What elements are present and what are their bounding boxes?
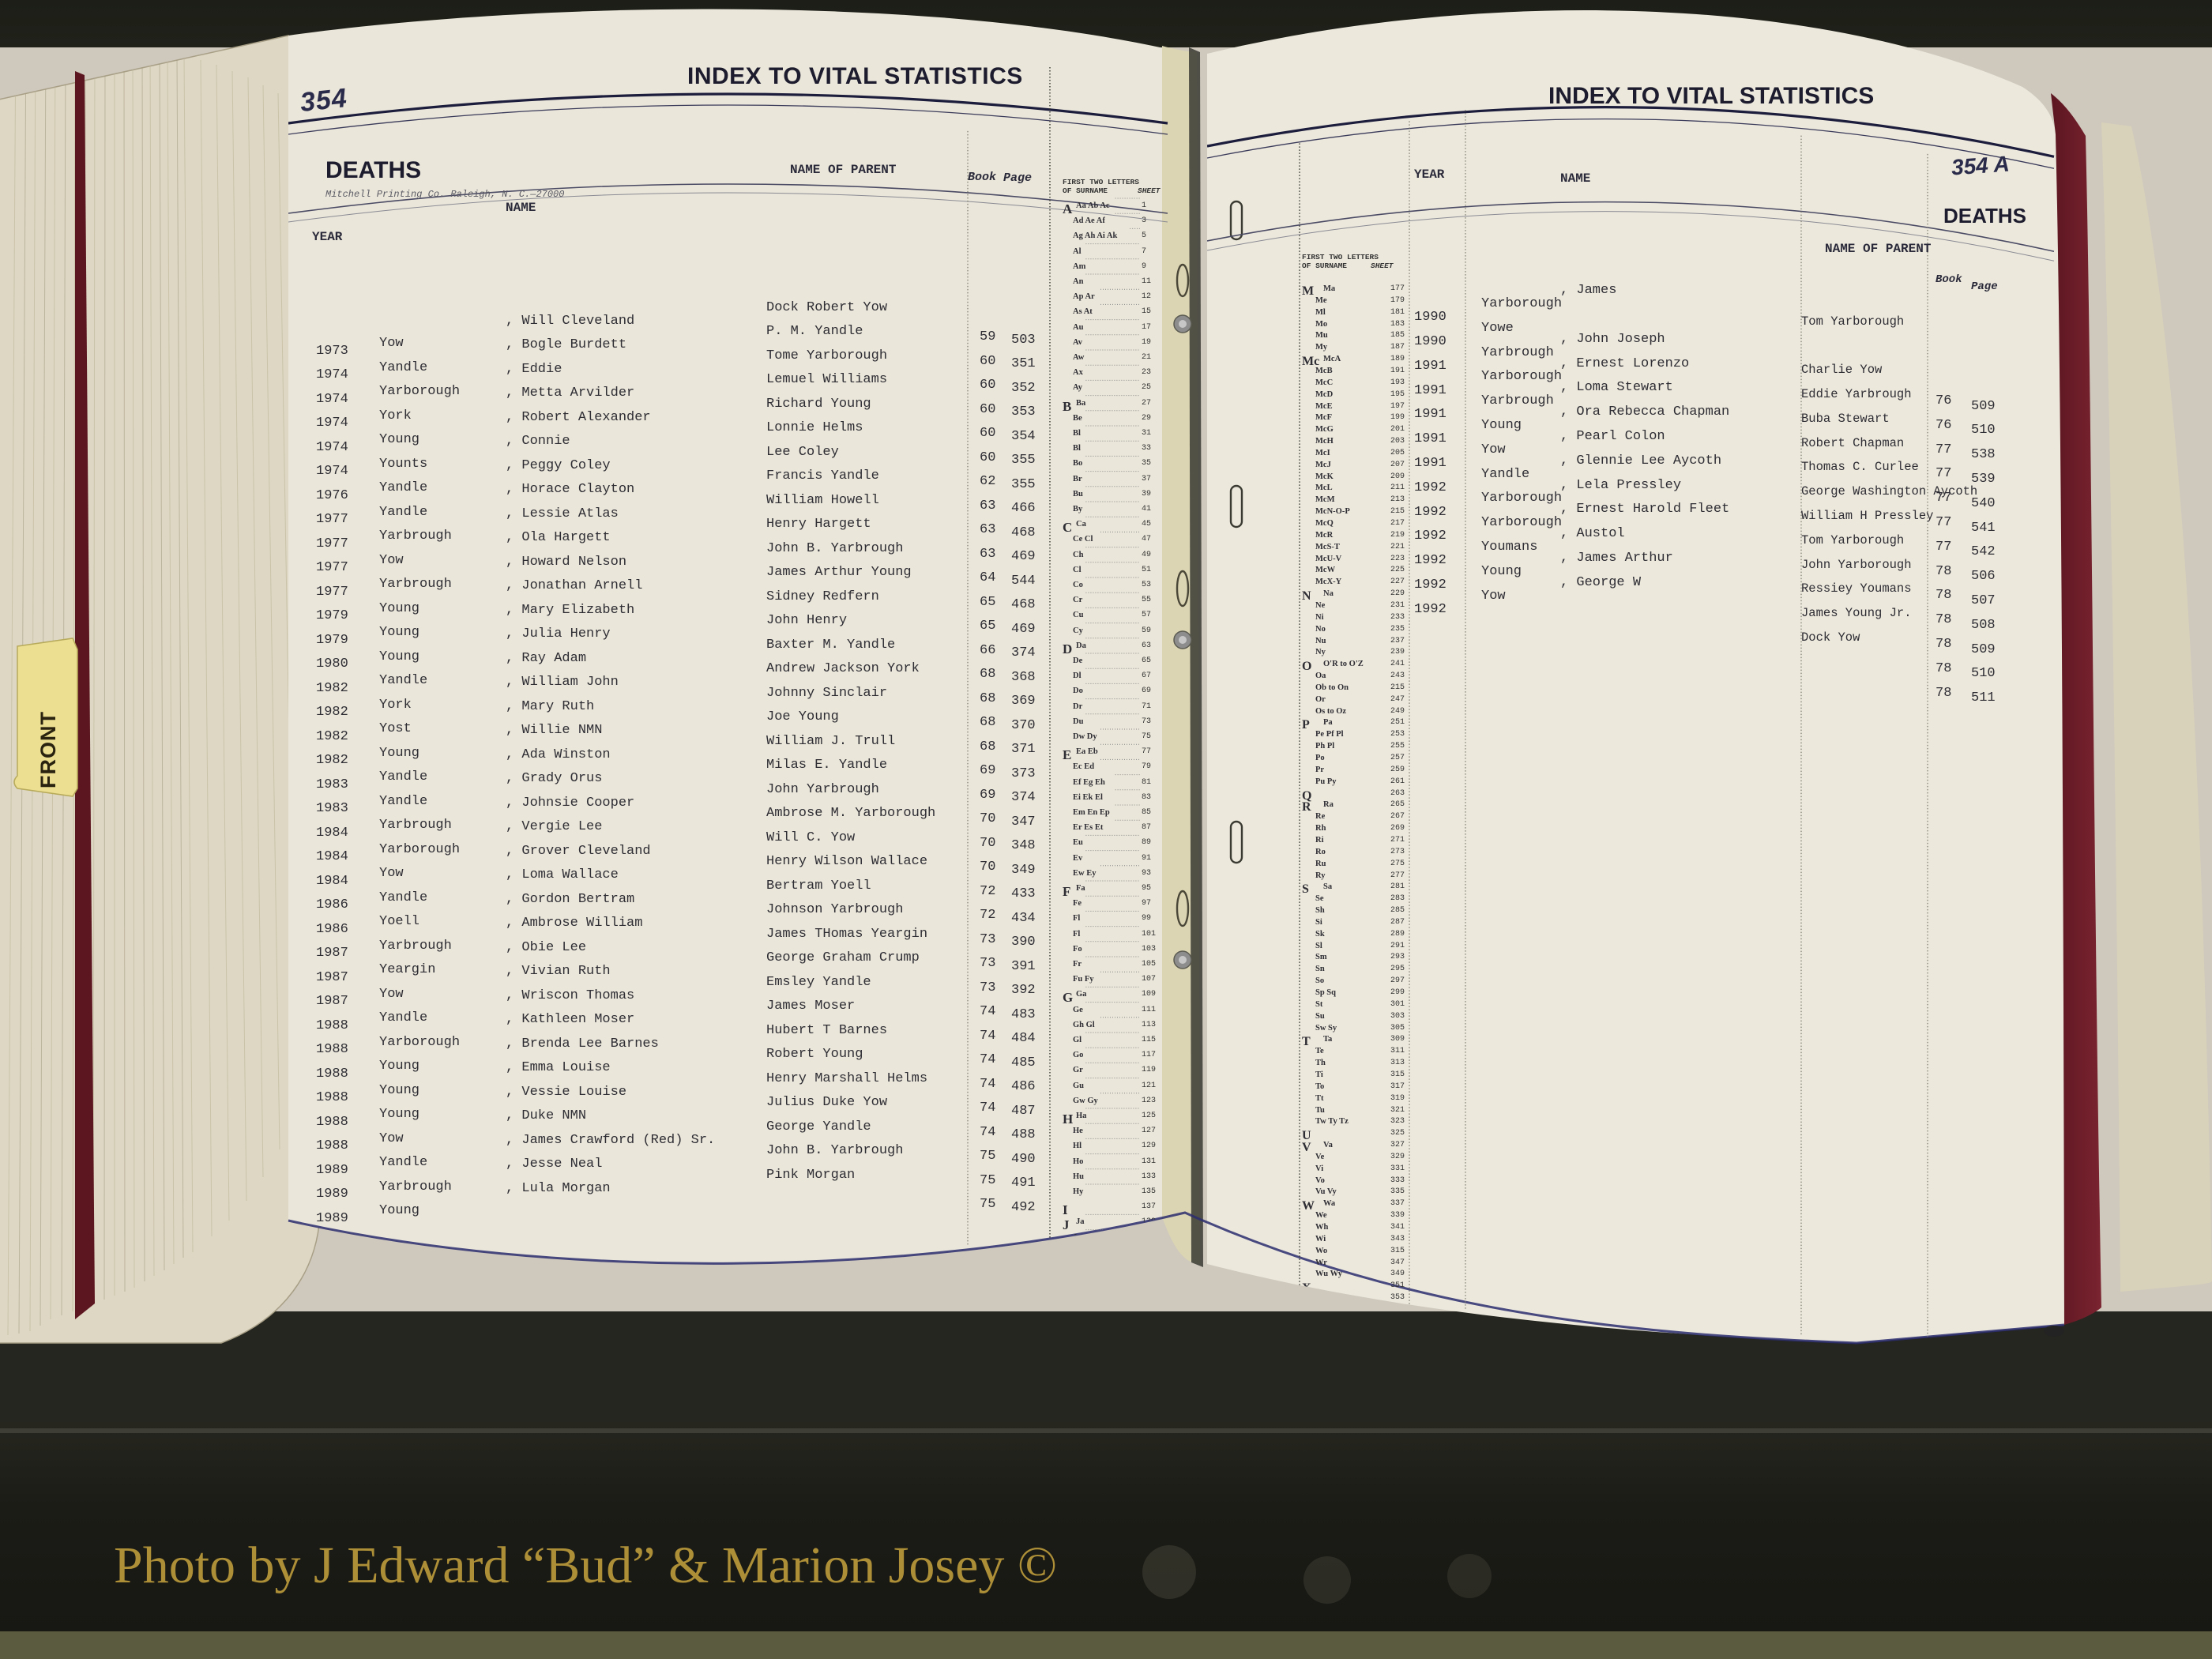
svg-text:FRONT: FRONT [36,711,60,788]
